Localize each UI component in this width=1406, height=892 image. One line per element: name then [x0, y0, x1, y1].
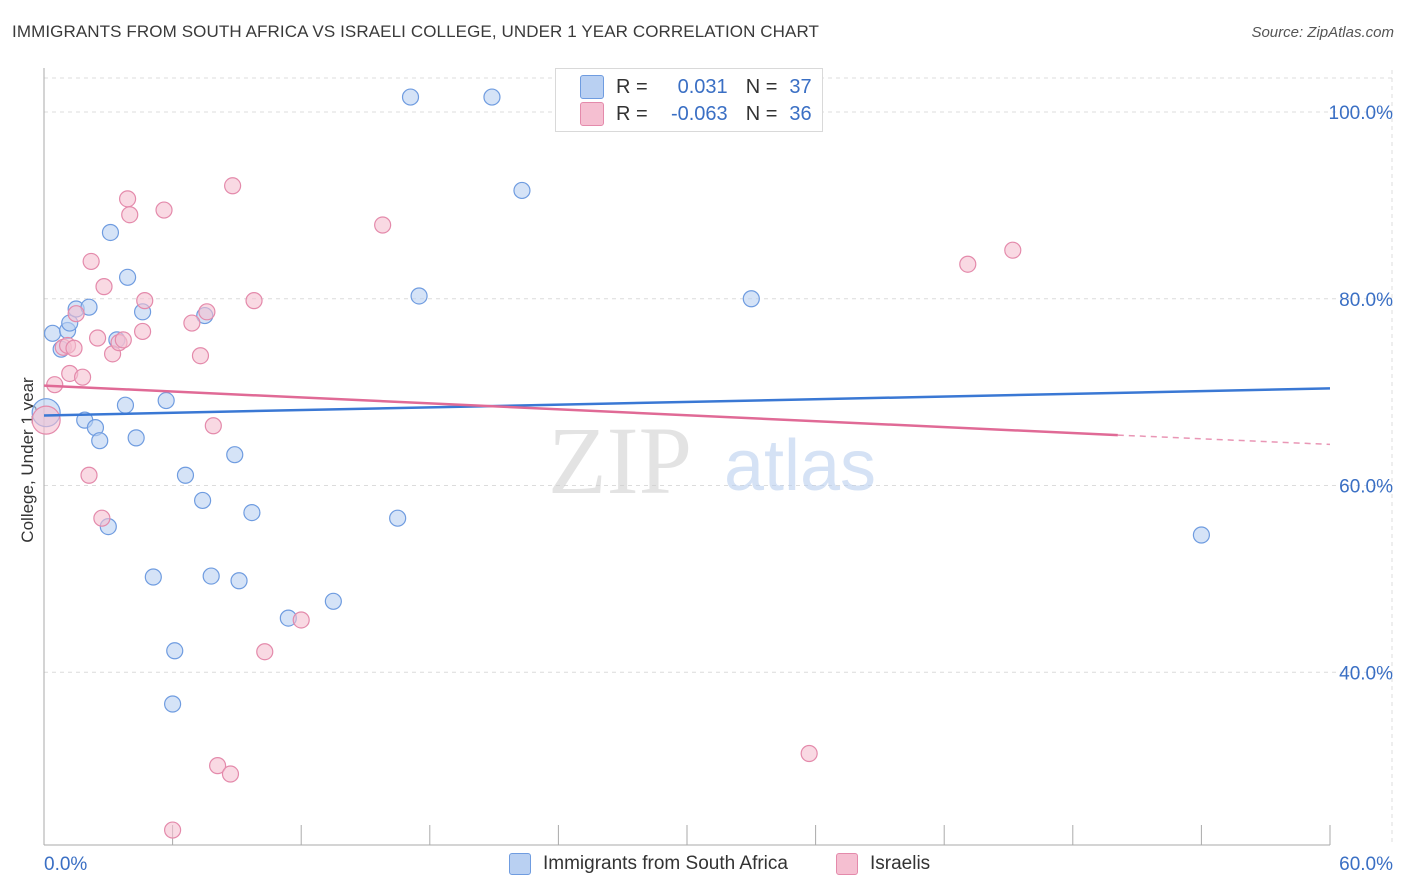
legend-swatch-pink	[580, 102, 604, 126]
point-south-africa	[513, 181, 531, 200]
point-israelis	[31, 405, 61, 435]
legend-n-label: N =	[745, 75, 778, 98]
point-israelis	[82, 252, 100, 271]
x-tick-label: 0.0%	[44, 854, 87, 875]
bottom-legend-blue: Immigrants from South Africa	[509, 853, 788, 875]
point-israelis	[80, 466, 98, 484]
point-israelis	[121, 206, 139, 224]
tick-labels: 40.0% 60.0% 80.0% 100.0% 0.0% 60.0%	[44, 103, 1393, 875]
legend-r-value: 0.031	[677, 75, 728, 98]
trend-line-israelis	[43, 384, 1118, 437]
point-israelis	[88, 329, 107, 347]
source-label: Source: ZipAtlas.com	[1251, 24, 1394, 41]
point-israelis	[221, 765, 240, 783]
x-tick-label: 60.0%	[1339, 854, 1393, 875]
point-israelis	[224, 177, 242, 195]
trend-line-south-africa	[43, 387, 1331, 417]
point-south-africa	[1192, 526, 1211, 544]
point-israelis	[67, 305, 85, 323]
point-south-africa	[91, 432, 109, 450]
legend-row-blue: R = 0.031 N = 37	[580, 74, 812, 100]
trend-line-israelis-extension	[1117, 434, 1331, 446]
point-south-africa	[127, 429, 145, 447]
point-south-africa	[742, 290, 760, 308]
legend-n-value: 37	[789, 75, 812, 98]
point-israelis	[114, 331, 132, 349]
point-south-africa	[43, 324, 62, 342]
point-south-africa	[166, 642, 184, 660]
point-south-africa	[483, 88, 501, 106]
point-south-africa	[157, 391, 175, 410]
bottom-legend-swatch-pink	[836, 853, 858, 875]
point-south-africa	[116, 396, 135, 414]
point-israelis	[204, 417, 222, 435]
grid-lines	[44, 70, 1393, 845]
point-israelis	[133, 322, 152, 341]
point-south-africa	[118, 268, 137, 286]
legend-n-value: 36	[789, 102, 812, 125]
bottom-legend-label-pink: Israelis	[870, 853, 931, 874]
point-israelis	[164, 821, 182, 839]
legend-r-value: -0.063	[670, 102, 728, 125]
point-south-africa	[401, 88, 420, 106]
point-israelis	[292, 611, 310, 629]
y-tick-label: 80.0%	[1339, 290, 1393, 311]
point-israelis	[73, 368, 92, 386]
point-south-africa	[389, 509, 407, 527]
point-south-africa	[164, 695, 182, 713]
bottom-legend: Immigrants from South Africa Israelis	[0, 853, 1406, 877]
point-south-africa	[230, 572, 248, 590]
point-south-africa	[144, 568, 162, 586]
point-israelis	[256, 643, 274, 661]
point-south-africa	[101, 223, 120, 242]
point-south-africa	[226, 446, 244, 464]
point-israelis	[800, 744, 818, 763]
point-israelis	[95, 278, 113, 296]
trend-lines	[43, 384, 1331, 446]
point-israelis	[245, 292, 263, 310]
point-south-africa	[410, 287, 428, 305]
y-tick-label: 40.0%	[1339, 663, 1393, 684]
bottom-legend-swatch-blue	[509, 853, 531, 875]
y-tick-label: 100.0%	[1329, 103, 1394, 124]
point-israelis	[374, 216, 392, 234]
y-tick-label: 60.0%	[1339, 477, 1393, 498]
point-south-africa	[176, 466, 195, 484]
point-south-africa	[202, 567, 220, 585]
point-israelis	[155, 201, 173, 219]
point-israelis	[959, 255, 977, 273]
legend-r-label: R =	[616, 75, 648, 98]
bottom-legend-label-blue: Immigrants from South Africa	[543, 853, 788, 874]
data-points	[31, 88, 1211, 839]
point-israelis	[198, 303, 216, 321]
point-israelis	[93, 509, 111, 527]
point-israelis	[209, 757, 227, 775]
point-south-africa	[194, 491, 212, 510]
legend-swatch-blue	[580, 75, 604, 99]
point-israelis	[1004, 241, 1022, 259]
point-south-africa	[324, 592, 342, 610]
watermark-zip: ZIP	[548, 407, 692, 514]
chart-title: IMMIGRANTS FROM SOUTH AFRICA VS ISRAELI …	[12, 22, 820, 41]
point-israelis	[136, 292, 154, 310]
watermark-atlas: atlas	[724, 426, 876, 506]
legend-r-label: R =	[616, 102, 648, 125]
point-israelis	[191, 347, 210, 365]
bottom-legend-pink: Israelis	[836, 853, 930, 875]
point-south-africa	[243, 503, 261, 522]
legend-row-pink: R = -0.063 N = 36	[580, 101, 812, 127]
legend-box: R = 0.031 N = 37 R = -0.063 N = 36	[555, 68, 823, 132]
point-israelis	[118, 190, 137, 208]
point-israelis	[65, 339, 83, 357]
legend-n-label: N =	[745, 102, 778, 125]
point-israelis	[183, 314, 201, 332]
